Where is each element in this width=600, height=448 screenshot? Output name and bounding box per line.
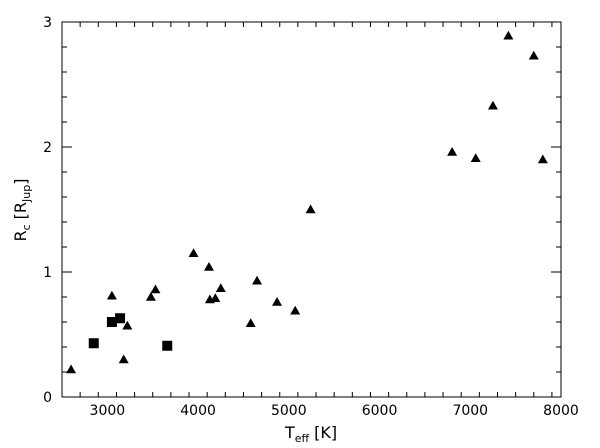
- x-tick-label: 8000: [543, 403, 579, 419]
- square-point: [115, 313, 126, 324]
- triangle-point: [305, 204, 316, 214]
- y-tick-label: 2: [43, 140, 52, 156]
- triangle-point: [150, 284, 161, 294]
- x-tick-label: 6000: [362, 403, 398, 419]
- triangle-point: [487, 100, 498, 110]
- axis-ticks: [61, 21, 561, 398]
- y-axis-label-sub: c: [20, 224, 33, 230]
- triangle-point: [252, 275, 263, 285]
- x-axis-label-unit: [K]: [314, 423, 337, 442]
- x-axis-label-main: T: [284, 423, 295, 442]
- x-tick-label: 3000: [90, 403, 126, 419]
- triangle-point: [145, 292, 156, 301]
- triangle-point: [118, 354, 129, 364]
- triangle-point: [66, 364, 77, 374]
- triangle-point: [272, 297, 283, 306]
- x-axis-label-sub: eff: [295, 432, 310, 445]
- square-point: [88, 338, 99, 349]
- y-tick-label: 3: [43, 15, 52, 31]
- y-tick-label: 1: [43, 265, 52, 281]
- square-point: [106, 317, 117, 327]
- x-tick-label: 7000: [452, 403, 488, 419]
- x-tick-label: 5000: [271, 403, 307, 419]
- x-axis-label: Teff [K]: [284, 423, 337, 445]
- triangle-point: [203, 262, 214, 271]
- triangle-point: [503, 30, 514, 40]
- triangle-point: [106, 290, 117, 300]
- triangle-point: [470, 153, 481, 162]
- y-axis-label-unit-sub: Jup: [20, 185, 33, 203]
- tick-labels: 3000 4000 5000 6000 7000 8000 0 1 2 3: [43, 15, 579, 419]
- triangle-point: [188, 248, 199, 257]
- y-axis-label-unit: [R: [11, 202, 30, 219]
- triangle-point: [528, 50, 539, 60]
- triangle-point: [447, 147, 458, 156]
- y-axis-label: Rc [RJup]: [11, 179, 33, 242]
- triangle-point: [122, 320, 133, 330]
- y-axis-label-main: R: [11, 230, 30, 241]
- data-markers: [66, 30, 548, 374]
- y-tick-label: 0: [43, 390, 52, 406]
- y-axis-label-unit-close: ]: [11, 179, 30, 185]
- triangle-point: [215, 283, 226, 292]
- square-point: [162, 340, 173, 351]
- triangle-point: [245, 318, 256, 327]
- triangle-point: [537, 154, 548, 164]
- triangle-point: [290, 305, 301, 315]
- plot-frame: [61, 21, 562, 398]
- x-tick-label: 4000: [180, 403, 216, 419]
- triangle-point: [210, 293, 221, 302]
